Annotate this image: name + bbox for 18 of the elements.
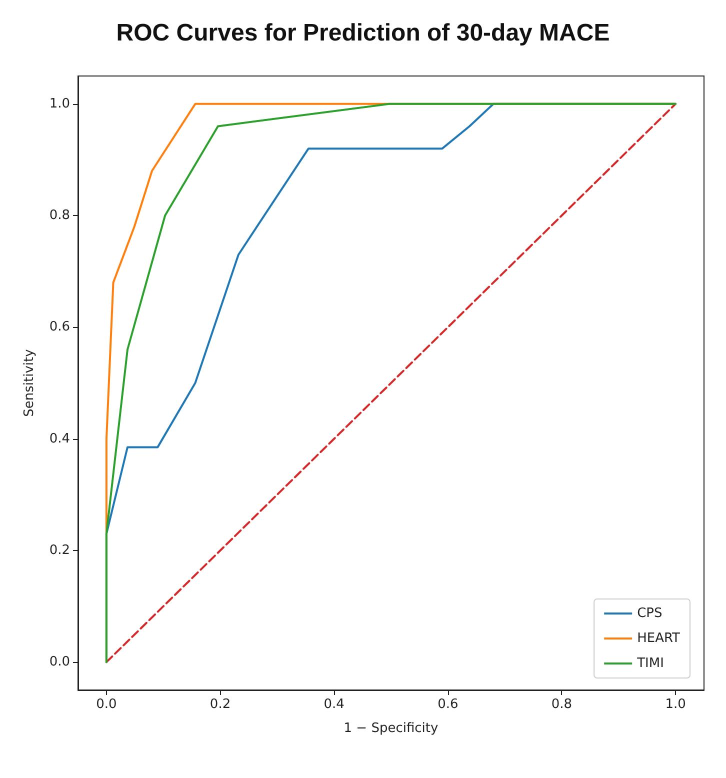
legend-label: TIMI [636, 656, 664, 671]
chart-title: ROC Curves for Prediction of 30-day MACE [116, 20, 610, 46]
x-axis-title: 1 − Specificity [344, 721, 439, 736]
x-tick-label: 1.0 [665, 697, 686, 712]
y-tick-label: 0.0 [49, 654, 70, 670]
y-tick-label: 0.6 [49, 320, 70, 335]
x-tick-label: 0.6 [438, 697, 458, 712]
y-tick-label: 0.8 [49, 208, 70, 224]
x-tick-label: 0.4 [324, 697, 344, 712]
legend-label: HEART [637, 631, 680, 646]
y-tick-label: 0.2 [49, 542, 70, 558]
y-axis-title: Sensitivity [22, 348, 37, 417]
y-tick-label: 1.0 [49, 96, 70, 112]
legend-label: CPS [637, 606, 662, 621]
y-tick-label: 0.4 [49, 431, 70, 446]
x-tick-label: 0.0 [96, 697, 117, 712]
x-tick-label: 0.8 [551, 697, 572, 712]
x-tick-label: 0.2 [210, 697, 231, 712]
